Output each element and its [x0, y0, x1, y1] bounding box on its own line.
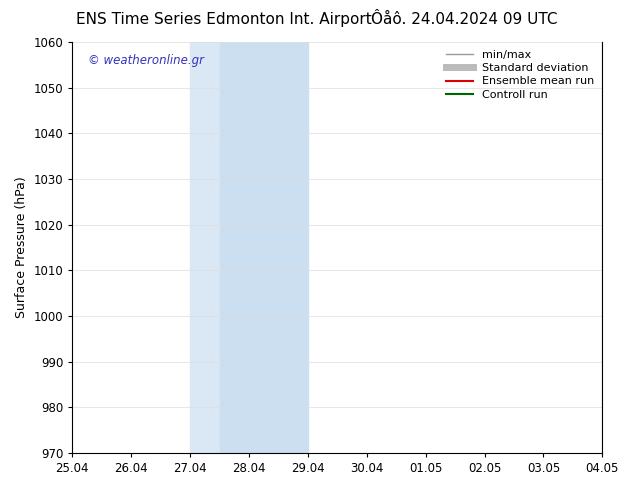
Text: ENS Time Series Edmonton Int. Airport: ENS Time Series Edmonton Int. Airport: [76, 12, 372, 27]
Bar: [602, 42, 623, 453]
Text: Ôåô. 24.04.2024 09 UTC: Ôåô. 24.04.2024 09 UTC: [372, 12, 558, 27]
Legend: min/max, Standard deviation, Ensemble mean run, Controll run: min/max, Standard deviation, Ensemble me…: [441, 46, 599, 104]
Y-axis label: Surface Pressure (hPa): Surface Pressure (hPa): [15, 176, 28, 318]
Bar: [219, 42, 308, 453]
Text: © weatheronline.gr: © weatheronline.gr: [88, 54, 204, 68]
Bar: [623, 42, 634, 453]
Bar: [190, 42, 219, 453]
